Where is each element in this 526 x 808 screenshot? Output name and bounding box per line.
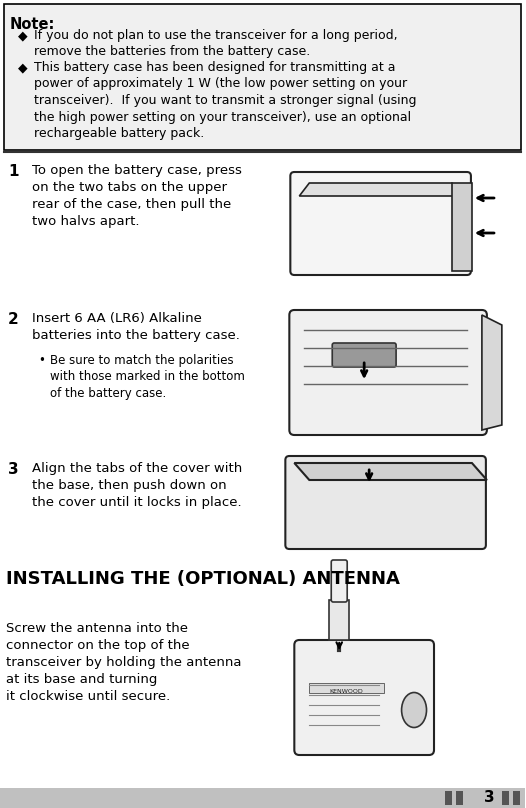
Text: •: • <box>38 354 45 367</box>
Text: Insert 6 AA (LR6) Alkaline
batteries into the battery case.: Insert 6 AA (LR6) Alkaline batteries int… <box>32 312 240 342</box>
Text: Be sure to match the polarities
with those marked in the bottom
of the battery c: Be sure to match the polarities with tho… <box>50 354 245 400</box>
FancyBboxPatch shape <box>285 456 486 549</box>
Text: Screw the antenna into the
connector on the top of the
transceiver by holding th: Screw the antenna into the connector on … <box>6 622 241 703</box>
Polygon shape <box>452 183 472 271</box>
Bar <box>0 788 525 808</box>
Text: ◆: ◆ <box>18 29 27 42</box>
Text: ◆: ◆ <box>18 61 27 74</box>
Text: If you do not plan to use the transceiver for a long period,
remove the batterie: If you do not plan to use the transceive… <box>34 29 398 58</box>
Bar <box>4 4 521 150</box>
Text: 2: 2 <box>8 312 19 327</box>
Bar <box>502 791 509 805</box>
FancyBboxPatch shape <box>331 560 347 602</box>
Text: KENWOOD: KENWOOD <box>329 689 363 694</box>
Text: 3: 3 <box>483 789 494 805</box>
Bar <box>456 791 463 805</box>
Polygon shape <box>482 315 502 430</box>
Bar <box>309 683 384 693</box>
Polygon shape <box>295 463 487 480</box>
FancyBboxPatch shape <box>289 310 487 435</box>
Bar <box>329 600 349 640</box>
Text: Note:: Note: <box>10 17 55 32</box>
Bar <box>513 791 520 805</box>
FancyBboxPatch shape <box>332 343 396 367</box>
Polygon shape <box>299 183 472 196</box>
Ellipse shape <box>401 692 427 727</box>
Bar <box>445 791 452 805</box>
Text: 1: 1 <box>8 164 18 179</box>
Text: INSTALLING THE (OPTIONAL) ANTENNA: INSTALLING THE (OPTIONAL) ANTENNA <box>6 570 400 588</box>
FancyBboxPatch shape <box>295 640 434 755</box>
Text: Align the tabs of the cover with
the base, then push down on
the cover until it : Align the tabs of the cover with the bas… <box>32 462 242 509</box>
Text: To open the battery case, press
on the two tabs on the upper
rear of the case, t: To open the battery case, press on the t… <box>32 164 242 228</box>
Text: 3: 3 <box>8 462 18 477</box>
Text: This battery case has been designed for transmitting at a
power of approximately: This battery case has been designed for … <box>34 61 417 140</box>
FancyBboxPatch shape <box>290 172 471 275</box>
